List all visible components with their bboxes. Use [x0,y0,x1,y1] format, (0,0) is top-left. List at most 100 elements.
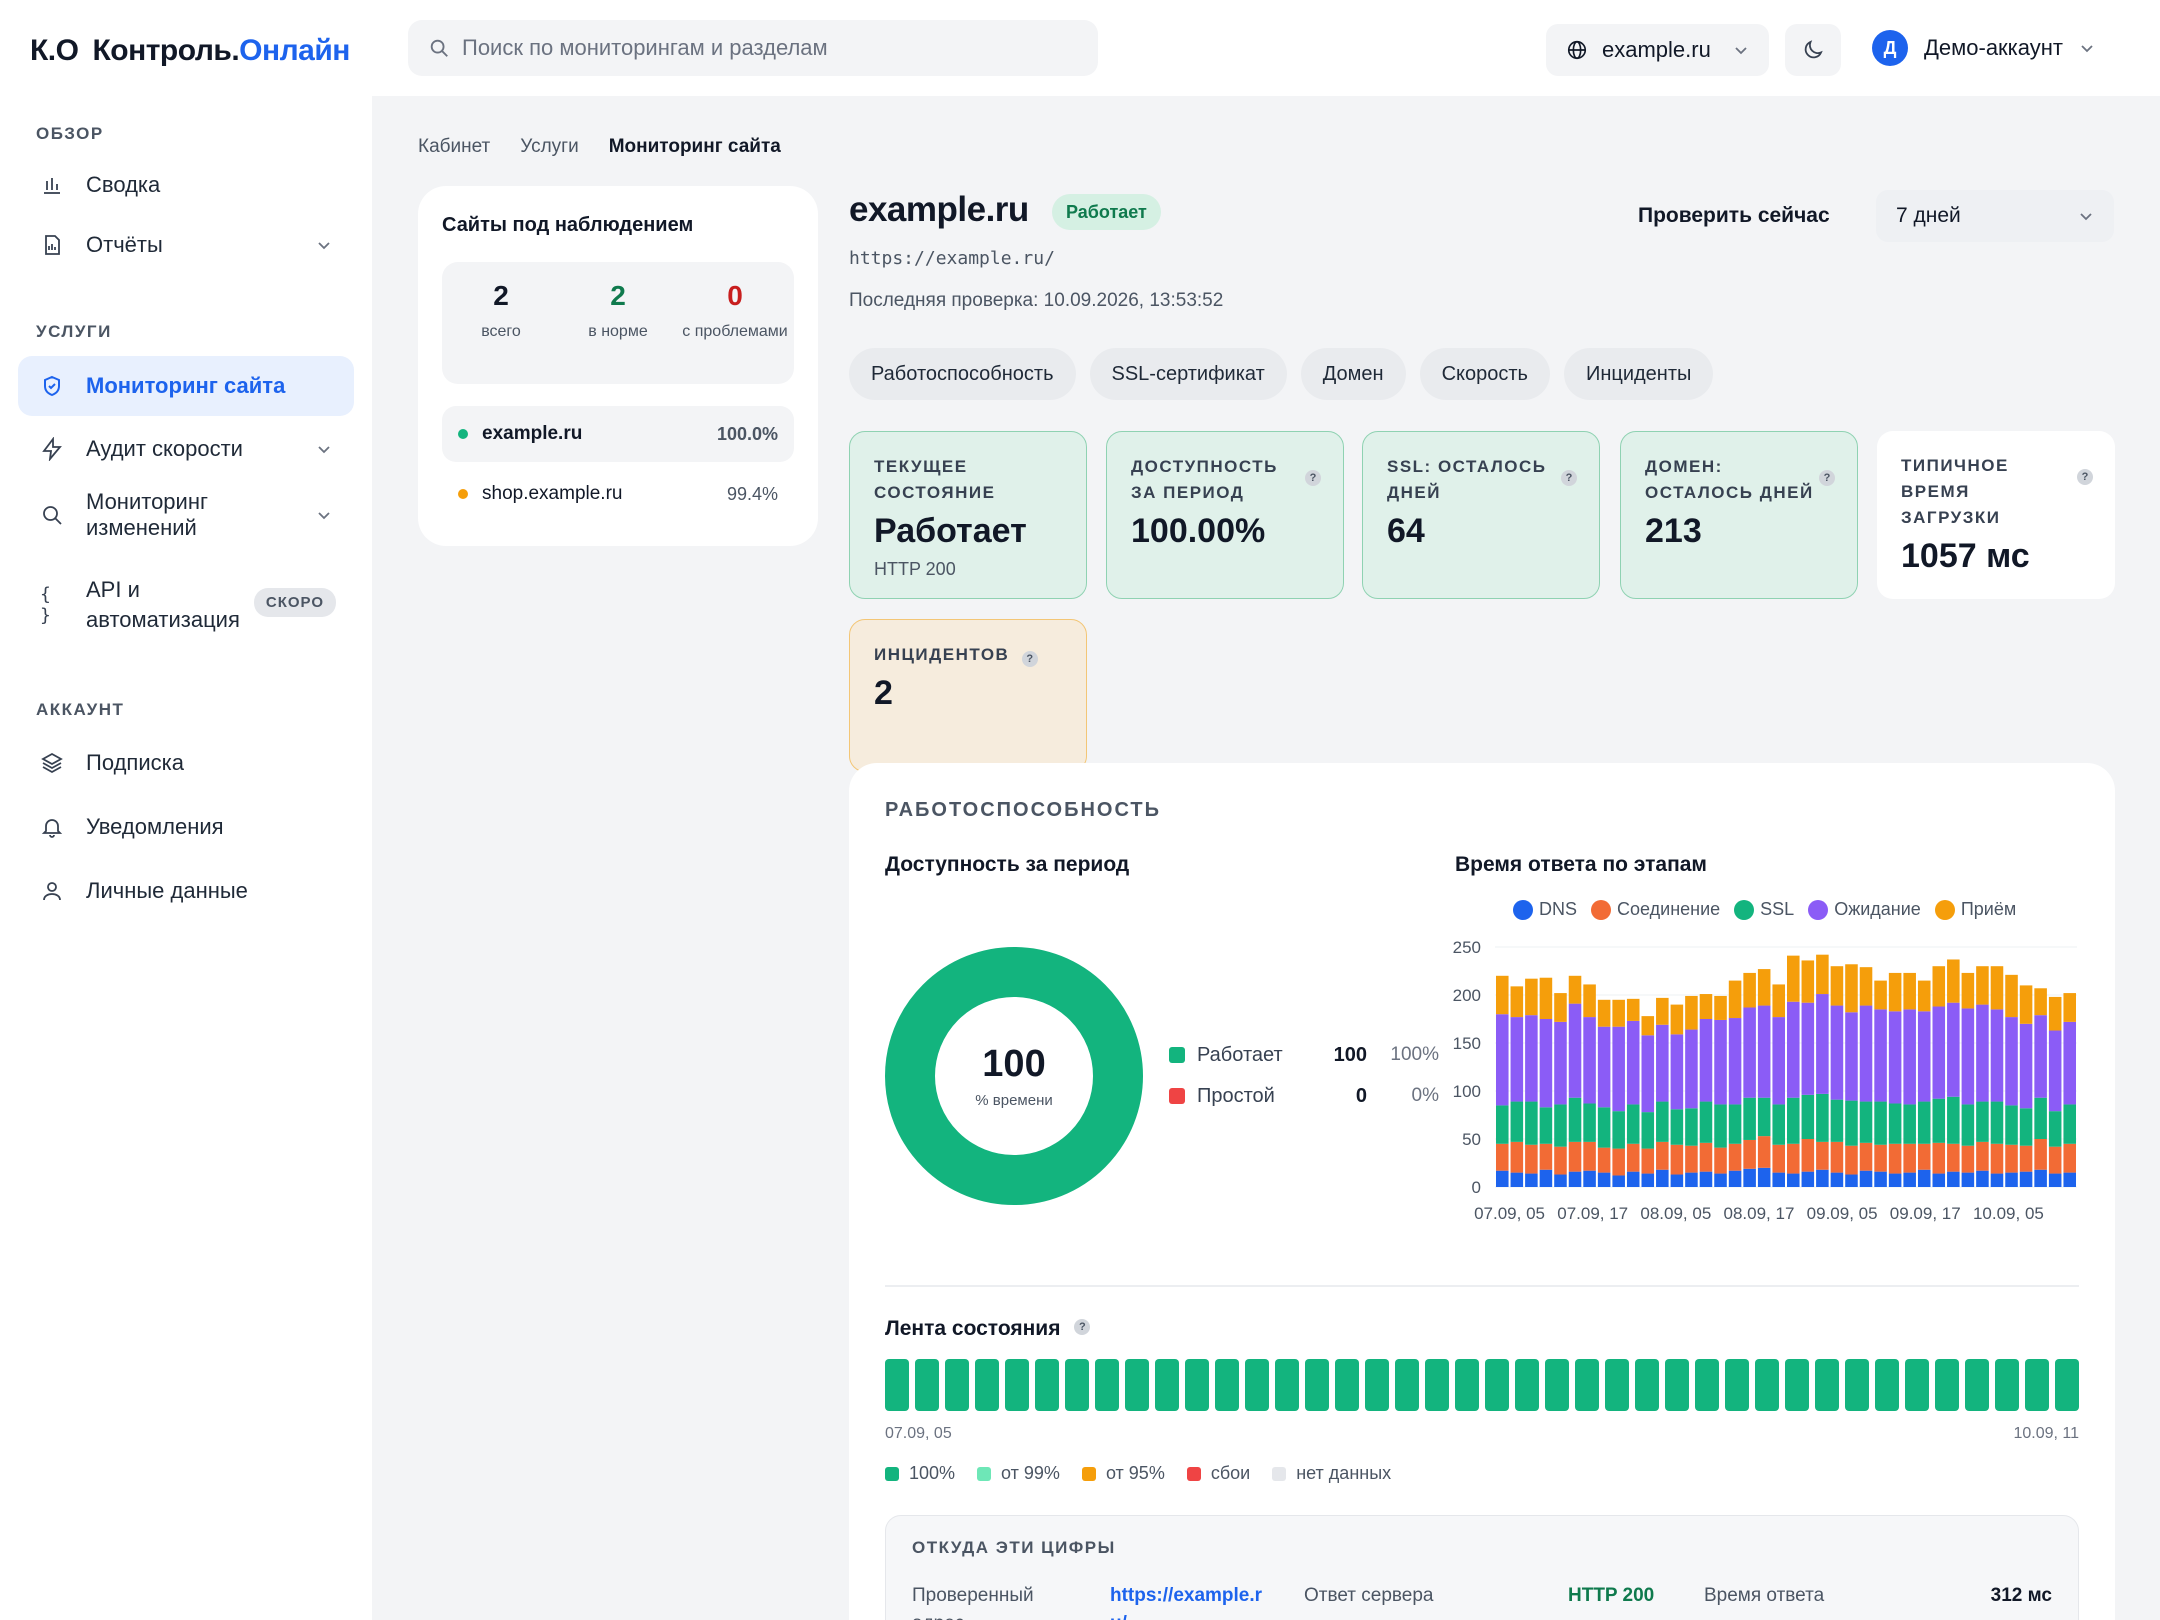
feed-block[interactable] [1365,1359,1389,1411]
bar-segment [1554,993,1567,1022]
help-icon[interactable]: ? [2077,469,2093,485]
bar-segment [2034,988,2047,1016]
bar-segment [1917,1101,1931,1144]
feed-block[interactable] [1485,1359,1509,1411]
breadcrumb-services[interactable]: Услуги [520,136,579,157]
feed-block[interactable] [1815,1359,1839,1411]
feed-block[interactable] [915,1359,939,1411]
bar-segment [1496,1014,1509,1106]
feed-block[interactable] [1125,1359,1149,1411]
check-now-button[interactable]: Проверить сейчас [1638,204,1830,227]
chart-legend-item[interactable]: Приём [1934,899,2016,920]
feed-block[interactable] [1905,1359,1929,1411]
sidebar-item-subscription[interactable]: Подписка [18,736,354,790]
metric-current-state: Текущее состояние Работает HTTP 200 [849,431,1087,599]
feed-block[interactable] [1215,1359,1239,1411]
sidebar-item-speed-audit[interactable]: Аудит скорости [18,422,354,476]
feed-block[interactable] [1935,1359,1959,1411]
feed-block[interactable] [1155,1359,1179,1411]
feed-block[interactable] [2055,1359,2079,1411]
breadcrumb-cabinet[interactable]: Кабинет [418,136,491,157]
tab-uptime[interactable]: Работоспособность [849,348,1076,400]
account-menu[interactable]: Д Демо-аккаунт [1872,28,2095,68]
bar-segment [1874,1144,1887,1172]
feed-block[interactable] [1695,1359,1719,1411]
bar-segment [1714,995,1727,1020]
feed-block[interactable] [975,1359,999,1411]
feed-block[interactable] [1605,1359,1629,1411]
checked-address-link[interactable]: https://example.ru/ [1110,1585,1263,1620]
feed-block[interactable] [1575,1359,1599,1411]
sidebar-item-change-monitoring[interactable]: Мониторинг изменений [18,482,354,548]
y-tick-label: 50 [1462,1130,1481,1149]
app-logo[interactable]: К.О Контроль.Онлайн [30,34,350,68]
help-icon[interactable]: ? [1021,651,1038,667]
feed-block[interactable] [1995,1359,2019,1411]
status-feed-title-text: Лента состояния [885,1317,1061,1340]
feed-block[interactable] [1785,1359,1809,1411]
help-icon[interactable]: ? [1305,470,1321,486]
sidebar-item-reports[interactable]: Отчёты [18,218,354,272]
tab-ssl[interactable]: SSL-сертификат [1089,348,1287,400]
bar-segment [1845,1174,1858,1187]
feed-block[interactable] [1845,1359,1869,1411]
help-icon[interactable]: ? [1074,1319,1091,1336]
chart-legend-item[interactable]: SSL [1734,899,1794,920]
sidebar-item-site-monitoring[interactable]: Мониторинг сайта [18,356,354,416]
tab-domain[interactable]: Домен [1300,348,1406,400]
bar-segment [1757,1167,1771,1187]
theme-toggle-button[interactable] [1785,24,1841,76]
feed-block[interactable] [1035,1359,1059,1411]
bar-segment [1757,1097,1771,1137]
bar-segment [2063,993,2076,1022]
sidebar-item-profile[interactable]: Личные данные [18,864,354,918]
bar-segment [1728,1170,1742,1187]
sidebar-item-api[interactable]: { } API и автоматизация СКОРО [18,566,354,644]
feed-block[interactable] [1095,1359,1119,1411]
feed-block[interactable] [1635,1359,1659,1411]
feed-block[interactable] [1515,1359,1539,1411]
feed-block[interactable] [1395,1359,1419,1411]
sidebar-item-summary[interactable]: Сводка [18,158,354,212]
feed-block[interactable] [885,1359,909,1411]
feed-block[interactable] [1425,1359,1449,1411]
feed-block[interactable] [1665,1359,1689,1411]
feed-block[interactable] [1725,1359,1749,1411]
feed-block[interactable] [2025,1359,2049,1411]
search-icon [430,39,448,57]
feed-block[interactable] [1965,1359,1989,1411]
help-icon[interactable]: ? [1819,470,1835,486]
feed-block[interactable] [1875,1359,1899,1411]
tab-speed[interactable]: Скорость [1419,348,1550,400]
bar-segment [1728,980,1742,1019]
data-origin-box: ОТКУДА ЭТИ ЦИФРЫ Проверенный адрес https… [885,1515,2079,1620]
domain-selector[interactable]: example.ru [1546,24,1769,76]
bar-segment [1917,980,1931,1012]
feed-block[interactable] [945,1359,969,1411]
bar-segment [1554,1174,1567,1187]
domain-selector-value: example.ru [1602,37,1711,62]
tab-incidents[interactable]: Инциденты [1563,348,1714,400]
feed-block[interactable] [1065,1359,1089,1411]
feed-block[interactable] [1275,1359,1299,1411]
feed-block[interactable] [1455,1359,1479,1411]
search-input[interactable] [462,35,1062,61]
feed-end-label: 10.09, 11 [2013,1425,2079,1442]
feed-block[interactable] [1245,1359,1269,1411]
sidebar-item-notifications[interactable]: Уведомления [18,800,354,854]
site-list-item[interactable]: example.ru 100.0% [442,406,794,462]
feed-block[interactable] [1545,1359,1569,1411]
chart-legend-item[interactable]: Ожидание [1808,899,1921,920]
feed-block[interactable] [1335,1359,1359,1411]
feed-block[interactable] [1755,1359,1779,1411]
chart-legend-item[interactable]: DNS [1513,899,1577,920]
help-icon[interactable]: ? [1561,470,1577,486]
feed-block[interactable] [1005,1359,1029,1411]
site-list-item[interactable]: shop.example.ru 99.4% [442,466,794,522]
feed-block[interactable] [1185,1359,1209,1411]
x-tick-label: 08.09, 05 [1640,1204,1711,1223]
feed-block[interactable] [1305,1359,1329,1411]
search-bar[interactable] [408,20,1098,76]
period-selector[interactable]: 7 дней [1876,190,2114,242]
chart-legend-item[interactable]: Соединение [1591,899,1720,920]
